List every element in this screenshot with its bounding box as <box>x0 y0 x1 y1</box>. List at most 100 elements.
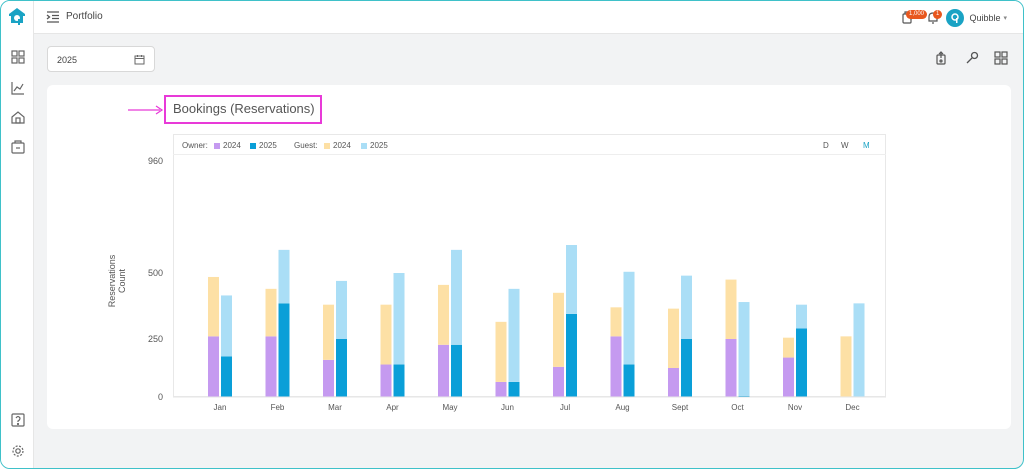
properties-icon[interactable] <box>10 109 25 124</box>
y-tick-label: 500 <box>148 268 163 278</box>
legend-item-guest-2025[interactable]: 2025 <box>361 141 388 150</box>
x-tick-label: May <box>442 403 457 412</box>
bar-owner-2025 <box>451 344 462 397</box>
messages-button[interactable]: 1,000 <box>901 1 928 34</box>
x-tick-label: Dec <box>845 403 859 412</box>
bar-guest-2025 <box>278 249 290 304</box>
bar-guest-2024 <box>553 292 564 367</box>
period-month-button[interactable]: M <box>863 141 870 150</box>
legend-item-label: 2025 <box>259 141 277 150</box>
help-icon[interactable] <box>10 412 25 427</box>
notifications-button[interactable]: 1 <box>927 1 943 34</box>
legend-item-label: 2025 <box>370 141 388 150</box>
period-day-button[interactable]: D <box>823 141 829 150</box>
x-tick-label: Feb <box>271 403 285 412</box>
export-icon <box>936 51 946 65</box>
x-tick-label: Jul <box>560 403 570 412</box>
chart-legend: Owner: 2024 2025 Guest: 2024 2025 D W M <box>173 134 886 155</box>
bar-owner-2025 <box>393 364 405 397</box>
x-tick-label: Apr <box>386 403 399 412</box>
bar-guest-2024 <box>725 279 737 339</box>
bar-guest-2025 <box>738 302 750 396</box>
dashboard-icon[interactable] <box>10 49 25 64</box>
bar-guest-2025 <box>221 295 232 357</box>
bar-guest-2024 <box>380 304 392 365</box>
analytics-icon[interactable] <box>10 80 25 95</box>
x-tick-label: Sept <box>672 403 689 412</box>
bar-owner-2024 <box>380 364 392 397</box>
avatar <box>946 8 965 27</box>
legend-item-label: 2024 <box>223 141 241 150</box>
bar-owner-2024 <box>323 359 334 397</box>
messages-badge: 1,000 <box>906 10 928 19</box>
legend-swatch <box>324 142 330 149</box>
customize-button[interactable] <box>965 51 979 65</box>
bar-guest-2024 <box>783 337 794 358</box>
sidebar <box>1 1 34 468</box>
legend-item-label: 2024 <box>333 141 351 150</box>
bar-owner-2025 <box>278 303 290 397</box>
avatar-logo-icon <box>951 13 960 23</box>
bar-owner-2024 <box>783 357 794 397</box>
notifications-badge: 1 <box>933 10 943 19</box>
y-tick-label: 960 <box>148 156 163 166</box>
settings-gear-icon[interactable] <box>10 443 25 458</box>
user-menu[interactable]: Quibble ▾ <box>946 1 1007 34</box>
bar-guest-2024 <box>668 308 679 368</box>
bar-owner-2025 <box>508 381 520 397</box>
legend-owner-label: Owner: <box>182 141 208 150</box>
x-tick-label: Oct <box>731 403 744 412</box>
y-tick-label: 250 <box>148 334 163 344</box>
menu-toggle-icon[interactable] <box>46 11 60 23</box>
bar-owner-2025 <box>738 395 750 397</box>
bar-owner-2024 <box>553 366 564 397</box>
bar-owner-2025 <box>796 328 807 397</box>
year-value: 2025 <box>57 55 78 65</box>
export-button[interactable] <box>934 51 948 65</box>
legend-swatch <box>250 142 256 149</box>
layout-grid-button[interactable] <box>994 51 1008 65</box>
bar-owner-2024 <box>668 368 679 397</box>
bar-owner-2025 <box>221 356 232 397</box>
x-tick-label: Aug <box>615 403 629 412</box>
legend-item-guest-2024[interactable]: 2024 <box>324 141 351 150</box>
year-picker[interactable]: 2025 <box>47 46 155 72</box>
x-tick-label: Jun <box>501 403 514 412</box>
bar-owner-2024 <box>495 381 507 397</box>
bar-guest-2025 <box>623 271 635 365</box>
app-logo-icon[interactable] <box>8 7 26 27</box>
y-tick-label: 0 <box>158 392 163 402</box>
x-tick-label: Jan <box>214 403 227 412</box>
bar-owner-2025 <box>566 313 577 397</box>
wrench-icon <box>966 51 979 64</box>
bar-owner-2024 <box>208 336 219 397</box>
x-tick-label: Nov <box>788 403 802 412</box>
period-week-button[interactable]: W <box>841 141 849 150</box>
bar-guest-2024 <box>265 288 277 337</box>
bar-guest-2025 <box>681 275 692 339</box>
chart-title: Bookings (Reservations) <box>173 101 315 116</box>
calendar-icon <box>134 55 145 65</box>
bar-owner-2025 <box>336 339 347 397</box>
username: Quibble <box>969 12 1001 23</box>
bar-guest-2025 <box>393 273 405 365</box>
bar-guest-2024 <box>438 284 449 345</box>
legend-item-owner-2025[interactable]: 2025 <box>250 141 277 150</box>
grid-icon <box>994 51 1008 65</box>
bar-owner-2024 <box>725 339 737 397</box>
bar-guest-2024 <box>610 307 622 337</box>
top-bar: Portfolio 1,000 1 Quibble ▾ <box>34 1 1023 34</box>
chart-title-highlight <box>164 95 322 124</box>
bar-owner-2024 <box>610 336 622 397</box>
bar-guest-2025 <box>796 304 807 329</box>
legend-swatch <box>214 142 220 149</box>
bar-guest-2024 <box>323 304 334 360</box>
legend-item-owner-2024[interactable]: 2024 <box>214 141 241 150</box>
bar-owner-2024 <box>438 344 449 397</box>
bar-guest-2025 <box>566 245 577 314</box>
bar-guest-2025 <box>336 280 347 339</box>
bookings-icon[interactable] <box>10 139 25 154</box>
bar-guest-2025 <box>853 303 865 397</box>
